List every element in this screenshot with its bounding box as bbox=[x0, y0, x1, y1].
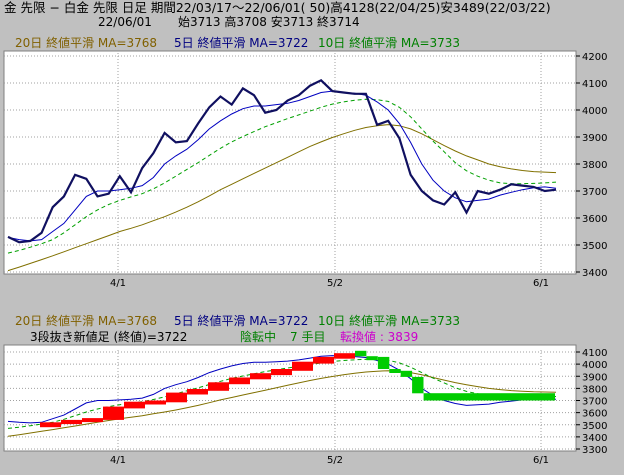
brick-up bbox=[229, 377, 250, 385]
lower-legend-ma10: 10日 終値平滑 MA=3733 bbox=[318, 314, 461, 328]
brick-up bbox=[250, 373, 271, 380]
y-tick-label: 4100 bbox=[582, 79, 607, 90]
legend-ma10: 10日 終値平滑 MA=3733 bbox=[318, 36, 461, 50]
turn-value: 転換値 : 3839 bbox=[340, 330, 419, 344]
y-tick-label: 4000 bbox=[582, 360, 607, 371]
brick-up bbox=[145, 400, 166, 405]
series-ma5-line bbox=[7, 355, 557, 424]
y-tick-label: 3400 bbox=[582, 268, 607, 279]
y-tick-label: 3400 bbox=[582, 433, 607, 444]
brick-down bbox=[400, 370, 413, 377]
y-tick-label: 3800 bbox=[582, 384, 607, 395]
brick-up bbox=[124, 401, 145, 409]
y-tick-label: 3600 bbox=[582, 214, 607, 225]
upper-x-ticks: 4/1 5/2 6/1 bbox=[110, 278, 549, 289]
lower-legend-ma20: 20日 終値平滑 MA=3768 bbox=[15, 314, 158, 328]
brick-up bbox=[61, 419, 82, 425]
y-tick-label: 3500 bbox=[582, 421, 607, 432]
upper-series bbox=[7, 78, 557, 272]
series-ma20-line bbox=[7, 124, 557, 272]
y-tick-label: 4100 bbox=[582, 348, 607, 359]
series-ma10-line bbox=[7, 98, 557, 254]
lower-legend-ma5: 5日 終値平滑 MA=3722 bbox=[174, 314, 309, 328]
brick-down bbox=[423, 393, 555, 401]
y-tick-label: 3600 bbox=[582, 409, 607, 420]
chart-header-date: 22/06/01 bbox=[98, 15, 152, 29]
brick-up bbox=[208, 382, 229, 391]
brick-up bbox=[103, 406, 124, 420]
brick-up bbox=[271, 369, 292, 376]
y-tick-label: 3700 bbox=[582, 397, 607, 408]
upper-plot-area bbox=[3, 50, 577, 275]
series-ma10-line bbox=[7, 358, 557, 429]
brick-up bbox=[82, 418, 103, 423]
y-tick-label: 3700 bbox=[582, 187, 607, 198]
x-tick-label: 5/2 bbox=[327, 278, 343, 289]
chart-header-ohlc: 始3713 高3708 安3713 終3714 bbox=[178, 15, 360, 29]
x-tick-label: 4/1 bbox=[110, 455, 126, 466]
brick-up bbox=[292, 361, 313, 371]
x-tick-label: 6/1 bbox=[533, 455, 549, 466]
trend-status: 陰転中 bbox=[240, 330, 277, 344]
y-tick-label: 3900 bbox=[582, 372, 607, 383]
step-count: 7 手目 bbox=[290, 330, 326, 344]
y-tick-label: 3800 bbox=[582, 160, 607, 171]
lower-grid bbox=[4, 350, 576, 451]
brick-down bbox=[355, 350, 367, 357]
x-tick-label: 6/1 bbox=[533, 278, 549, 289]
series-close-line bbox=[7, 78, 557, 244]
brick-up bbox=[187, 389, 208, 395]
kagi-value: 3段抜き新値足 (終値)=3722 bbox=[30, 330, 188, 344]
brick-up bbox=[313, 356, 334, 364]
y-tick-label: 4000 bbox=[582, 106, 607, 117]
upper-y-ticks: 4200 4100 4000 3900 3800 3700 3600 3500 3400 bbox=[576, 52, 607, 279]
brick-down bbox=[366, 356, 378, 361]
brick-up bbox=[40, 422, 61, 428]
lower-x-ticks: 4/1 5/2 6/1 bbox=[110, 455, 549, 466]
brick-down bbox=[412, 376, 424, 394]
brick-down bbox=[377, 356, 390, 369]
brick-up bbox=[334, 353, 355, 359]
lower-bricks bbox=[40, 350, 555, 428]
upper-grid bbox=[4, 53, 576, 274]
y-tick-label: 3500 bbox=[582, 241, 607, 252]
legend-ma20: 20日 終値平滑 MA=3768 bbox=[15, 36, 158, 50]
y-tick-label: 3300 bbox=[582, 445, 607, 456]
x-tick-label: 4/1 bbox=[110, 278, 126, 289]
x-tick-label: 5/2 bbox=[327, 455, 343, 466]
legend-ma5: 5日 終値平滑 MA=3722 bbox=[174, 36, 309, 50]
y-tick-label: 3900 bbox=[582, 133, 607, 144]
brick-up bbox=[166, 392, 187, 403]
y-tick-label: 4200 bbox=[582, 52, 607, 63]
chart-header-title: 金 先限 − 白金 先限 日足 期間22/03/17〜22/06/01( 50)… bbox=[4, 0, 551, 15]
brick-down bbox=[389, 369, 401, 373]
